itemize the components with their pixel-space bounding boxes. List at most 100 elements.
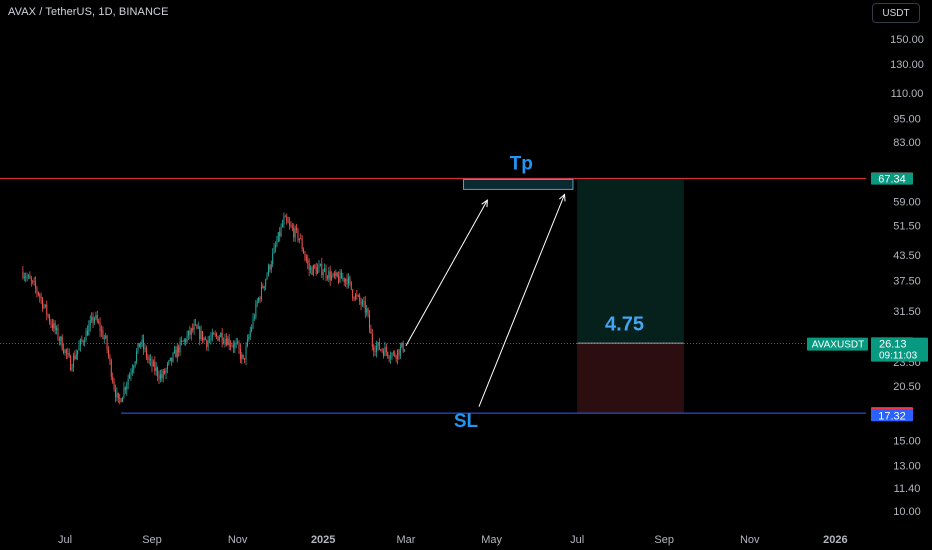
candle-body (220, 332, 222, 338)
candle (338, 271, 340, 285)
candle-body (120, 398, 122, 403)
candle-body (77, 350, 79, 355)
y-tick-label: 59.00 (893, 197, 921, 209)
candle-body (252, 317, 254, 328)
candle-body (88, 325, 90, 336)
candle (123, 381, 125, 399)
candle-body (256, 301, 258, 304)
candle-body (303, 249, 305, 254)
candle (234, 340, 236, 353)
currency-selector[interactable]: USDT (872, 3, 920, 23)
candle (289, 217, 291, 230)
candle-body (154, 361, 156, 371)
candle-body (109, 355, 111, 361)
candle-body (196, 324, 198, 329)
candle (28, 273, 30, 280)
candle (273, 242, 275, 254)
candle-body (58, 338, 60, 341)
candle (245, 342, 247, 366)
candle (22, 266, 24, 280)
candle (122, 396, 124, 403)
candle-body (65, 349, 67, 354)
price-axis[interactable]: 150.00 130.00 110.00 95.00 83.00 59.00 51.50 43… (807, 34, 928, 518)
candle-body (63, 349, 65, 353)
candle (88, 320, 90, 336)
candle (228, 333, 230, 350)
candle (395, 354, 397, 363)
candle-body (190, 328, 192, 335)
candle-body (280, 226, 282, 237)
candle (141, 334, 143, 347)
candle (242, 354, 244, 360)
candle-body (402, 342, 404, 352)
candle (113, 378, 115, 392)
candle-body (44, 304, 46, 306)
candle-body (311, 267, 313, 275)
candle-body (237, 342, 239, 343)
symbol-tag-bg (807, 337, 868, 351)
candle-body (37, 292, 39, 295)
candle (294, 225, 296, 243)
candle-body (74, 355, 76, 360)
candle-body (391, 353, 393, 358)
candle (324, 263, 326, 273)
candle (290, 221, 292, 228)
candle (119, 393, 121, 405)
arrow-shaft (478, 194, 566, 407)
y-tick-label: 13.00 (893, 460, 921, 472)
candle-body (293, 228, 295, 238)
candle-body (28, 275, 30, 277)
sl-label: SL (454, 411, 479, 432)
candle (199, 325, 201, 346)
candle (40, 292, 42, 305)
candle-body (175, 349, 177, 358)
candle-body (376, 345, 378, 352)
candle (354, 292, 356, 301)
symbol-tag: AVAXUSDT (812, 340, 864, 351)
price-tag-bg (871, 409, 913, 422)
candle-body (82, 340, 84, 343)
candle (171, 357, 173, 366)
candle-body (298, 238, 300, 240)
candle (126, 381, 128, 396)
candle-body (173, 349, 175, 353)
candle (356, 289, 358, 300)
candle-body (157, 367, 159, 377)
candle (182, 340, 184, 342)
candle-body (105, 335, 107, 339)
candle-body (117, 392, 119, 399)
candle (315, 262, 317, 276)
candle-body (115, 389, 117, 398)
candle (304, 250, 306, 262)
candle-body (350, 281, 352, 290)
candle-body (333, 273, 335, 276)
candle-body (369, 314, 370, 329)
candle (115, 384, 117, 403)
candle (364, 295, 366, 319)
candle-body (35, 281, 37, 288)
candle-body (106, 335, 108, 350)
x-tick-label: May (481, 534, 502, 546)
candle-body (189, 330, 191, 335)
candle (216, 332, 218, 340)
candle (335, 269, 337, 280)
candle (109, 353, 111, 366)
candle-body (193, 324, 195, 331)
candle (328, 267, 330, 283)
candle (110, 358, 112, 381)
candle-body (339, 272, 341, 283)
time-axis[interactable]: Jul Sep Nov 2025 Mar May Jul Sep Nov 2026 (58, 534, 848, 546)
candle-body (230, 345, 232, 347)
candle (293, 223, 295, 242)
candle-body (354, 294, 356, 300)
candle-body (317, 267, 319, 274)
candle (157, 366, 159, 381)
candle (187, 330, 189, 340)
candle-body (51, 324, 53, 329)
candle (32, 280, 34, 285)
candle (392, 350, 394, 357)
annotations: Tp SL 4.75 (405, 153, 644, 432)
candle-body (291, 226, 293, 229)
candle-body (166, 363, 168, 370)
